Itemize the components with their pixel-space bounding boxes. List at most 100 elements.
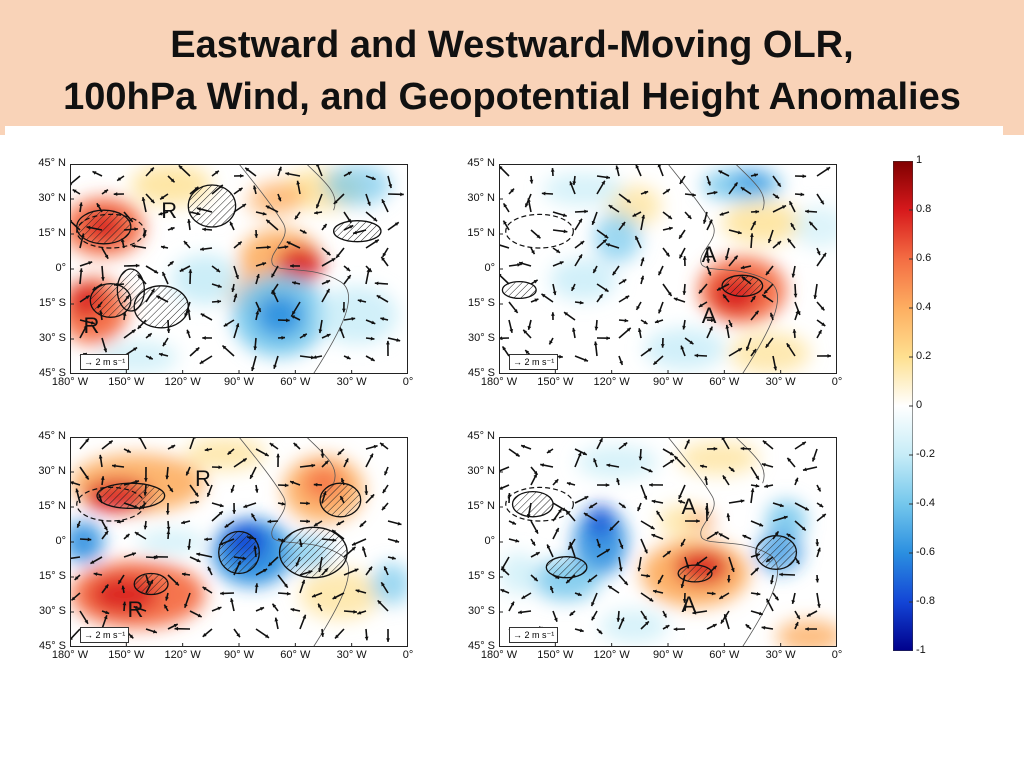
wind-vector-head <box>207 566 212 571</box>
wind-vector-head <box>302 229 307 234</box>
wind-vector-head <box>643 495 648 500</box>
wind-vector-head <box>626 199 631 203</box>
wind-vector-head <box>519 261 523 266</box>
wind-vector-head <box>170 178 175 183</box>
wind-vector-head <box>658 271 662 276</box>
wind-vector-head <box>196 552 201 557</box>
wind-vector-head <box>331 258 336 262</box>
wind-vector-head <box>253 346 258 351</box>
wind-vector-head <box>713 446 718 451</box>
wind-vector-head <box>533 279 538 284</box>
wind-vector-head <box>673 627 678 632</box>
reference-arrow-icon: → <box>84 630 96 640</box>
wind-vector-head <box>370 357 375 361</box>
wind-vector-head <box>649 597 654 602</box>
wind-vector-head <box>692 610 697 615</box>
wind-vector-head <box>351 316 356 321</box>
wind-vector-head <box>75 488 80 493</box>
anomaly-marker: R <box>83 313 100 339</box>
wind-vector-head <box>571 286 575 291</box>
anomaly-marker: R <box>127 596 144 622</box>
wind-vector-head <box>569 541 573 546</box>
anomaly-marker: A <box>701 241 717 267</box>
significance-hatch <box>721 274 764 297</box>
wind-vector-head <box>604 288 609 292</box>
wind-vector-head <box>72 189 77 194</box>
wind-vector-head <box>272 290 277 295</box>
latitude-label: 15° S <box>467 297 495 309</box>
wind-vector-head <box>204 537 208 542</box>
wind-vector-head <box>133 347 138 352</box>
wind-vector-head <box>83 324 88 329</box>
wind-vector-head <box>281 538 285 543</box>
wind-vector-head <box>202 227 206 232</box>
wind-vector-head <box>224 523 229 528</box>
wind-vector-head <box>782 205 787 209</box>
wind-vector-head <box>336 253 340 258</box>
wind-vector-head <box>606 336 611 341</box>
coastline <box>306 164 336 211</box>
wind-vector-head <box>104 584 109 589</box>
wind-vector-head <box>217 284 222 288</box>
wind-vector-head <box>723 614 728 619</box>
wind-vector-head <box>667 292 672 296</box>
longitude-label: 180° W <box>480 649 518 661</box>
anomaly-map-a <box>70 164 408 374</box>
wind-vector-head <box>308 570 313 574</box>
wind-vector-head <box>312 355 317 360</box>
wind-vector-head <box>636 305 640 310</box>
anomaly-shading <box>549 258 618 301</box>
wind-vector-head <box>290 264 294 268</box>
wind-vector-head <box>582 451 587 455</box>
wind-vector-head <box>529 179 534 184</box>
wind-vector-head <box>709 326 713 331</box>
latitude-label: 15° N <box>38 226 66 239</box>
wind-vector-head <box>173 623 178 628</box>
wind-vector-head <box>220 591 224 596</box>
wind-vector-head <box>158 211 163 216</box>
wind-vector-head <box>527 198 531 203</box>
longitude-label: 120° W <box>164 376 201 388</box>
longitude-label: 60° W <box>709 376 740 388</box>
wind-vector-head <box>765 343 770 348</box>
wind-vector-head <box>789 201 793 206</box>
wind-vector-head <box>725 256 729 260</box>
reference-vector-box: → 2 m s⁻¹ <box>509 627 559 643</box>
wind-vector-head <box>816 251 821 256</box>
coastline <box>735 437 765 484</box>
reference-arrow-icon: → <box>84 357 96 367</box>
colorbar-tick-label: -0.6 <box>916 546 935 558</box>
wind-vector-head <box>302 333 307 338</box>
anomaly-shading <box>688 512 716 530</box>
wind-vector-head <box>322 224 327 228</box>
wind-vector-head <box>647 348 652 352</box>
wind-vector-head <box>817 603 821 608</box>
wind-vector-head <box>247 535 251 540</box>
wind-vector-head <box>608 205 613 209</box>
wind-vector-head <box>146 580 150 585</box>
anomaly-shading <box>370 563 408 605</box>
wind-vector-head <box>773 366 778 371</box>
longitude-label: 90° W <box>223 376 255 388</box>
significance-hatch <box>319 482 362 518</box>
wind-vector-head <box>805 209 809 214</box>
latitude-label: 0° <box>55 535 66 547</box>
wind-vector-head <box>733 255 738 260</box>
wind-vector-head <box>712 565 717 570</box>
wind-vector-head <box>619 360 623 365</box>
wind-vector-head <box>745 624 750 629</box>
wind-vector-head <box>821 322 826 326</box>
wind-vector-head <box>740 265 745 270</box>
anomaly-marker: A <box>681 592 697 618</box>
longitude-label: 150° W <box>537 376 574 388</box>
wind-vector-head <box>700 464 704 469</box>
wind-vector-head <box>125 533 130 538</box>
wind-vector-head <box>125 295 130 300</box>
wind-vector-head <box>507 493 512 497</box>
wind-vector-head <box>741 276 746 281</box>
wind-vector-head <box>267 519 272 524</box>
wind-vector-head <box>284 583 288 588</box>
wind-vector-head <box>341 308 346 313</box>
anomaly-shading <box>576 445 658 479</box>
wind-vector-head <box>230 598 234 603</box>
